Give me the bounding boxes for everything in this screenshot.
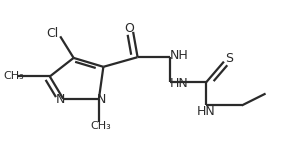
Text: CH₃: CH₃	[4, 72, 25, 81]
Text: HN: HN	[197, 105, 215, 118]
Text: N: N	[97, 93, 106, 106]
Text: Cl: Cl	[46, 27, 58, 40]
Text: N: N	[56, 93, 65, 106]
Text: NH: NH	[170, 49, 189, 62]
Text: S: S	[225, 52, 233, 65]
Text: CH₃: CH₃	[90, 121, 111, 131]
Text: O: O	[125, 22, 135, 35]
Text: HN: HN	[170, 77, 189, 90]
